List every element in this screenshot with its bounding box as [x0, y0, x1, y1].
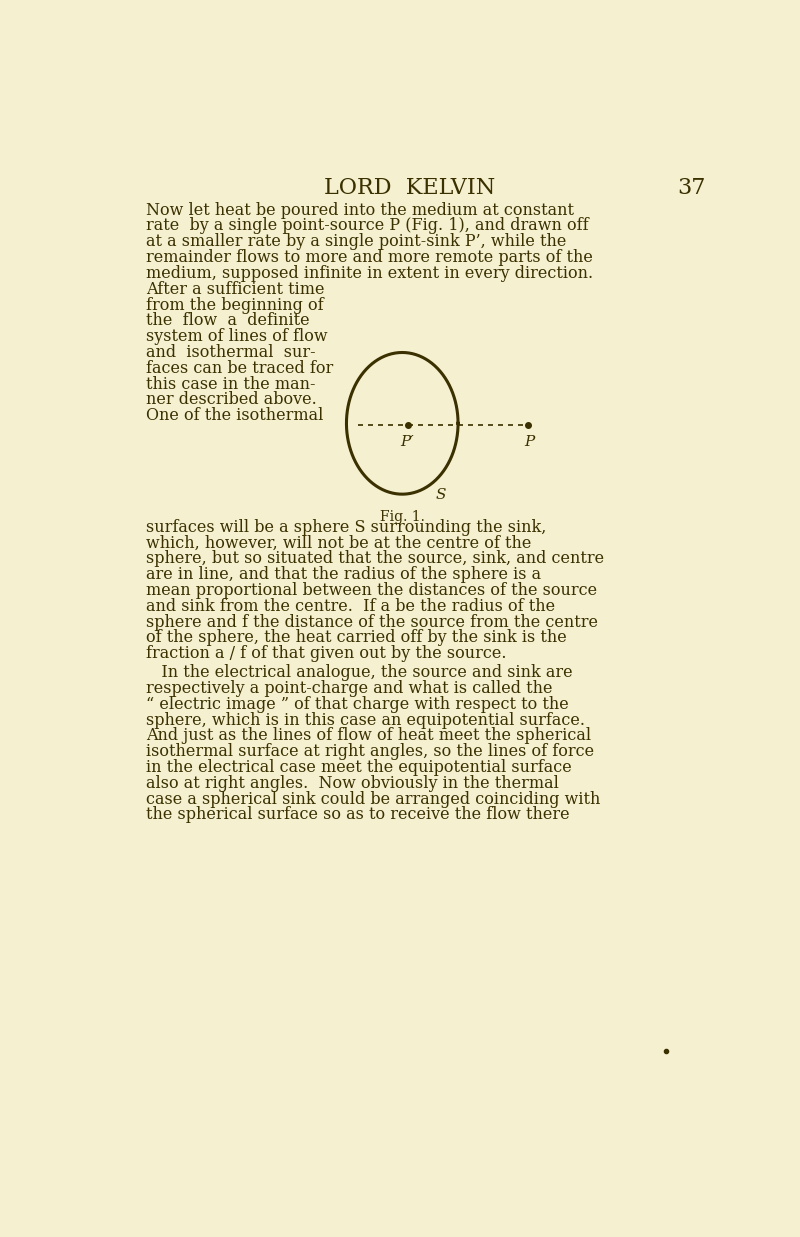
- Text: remainder flows to more and more remote parts of the: remainder flows to more and more remote …: [146, 249, 594, 266]
- Text: P′: P′: [400, 435, 414, 449]
- Text: Now let heat be poured into the medium at constant: Now let heat be poured into the medium a…: [146, 202, 574, 219]
- Text: sphere, but so situated that the source, sink, and centre: sphere, but so situated that the source,…: [146, 550, 605, 568]
- Text: of the sphere, the heat carried off by the sink is the: of the sphere, the heat carried off by t…: [146, 630, 567, 646]
- Text: are in line, and that the radius of the sphere is a: are in line, and that the radius of the …: [146, 567, 542, 583]
- Text: isothermal surface at right angles, so the lines of force: isothermal surface at right angles, so t…: [146, 743, 594, 761]
- Text: this case in the man-: this case in the man-: [146, 376, 316, 392]
- Text: And just as the lines of flow of heat meet the spherical: And just as the lines of flow of heat me…: [146, 727, 592, 745]
- Text: S: S: [436, 487, 446, 501]
- Text: Fig. 1.: Fig. 1.: [380, 510, 425, 523]
- Text: surfaces will be a sphere S surrounding the sink,: surfaces will be a sphere S surrounding …: [146, 518, 547, 536]
- Text: P: P: [524, 435, 534, 449]
- Text: sphere, which is in this case an equipotential surface.: sphere, which is in this case an equipot…: [146, 711, 586, 729]
- Text: also at right angles.  Now obviously in the thermal: also at right angles. Now obviously in t…: [146, 774, 559, 792]
- Text: and sink from the centre.  If a be the radius of the: and sink from the centre. If a be the ra…: [146, 597, 556, 615]
- Text: In the electrical analogue, the source and sink are: In the electrical analogue, the source a…: [146, 664, 573, 682]
- Text: sphere and f the distance of the source from the centre: sphere and f the distance of the source …: [146, 614, 598, 631]
- Text: respectively a point-charge and what is called the: respectively a point-charge and what is …: [146, 680, 553, 698]
- Text: After a sufficient time: After a sufficient time: [146, 281, 325, 298]
- Text: medium, supposed infinite in extent in every direction.: medium, supposed infinite in extent in e…: [146, 265, 594, 282]
- Text: fraction a / f of that given out by the source.: fraction a / f of that given out by the …: [146, 644, 507, 662]
- Text: One of the isothermal: One of the isothermal: [146, 407, 324, 424]
- Text: “ electric image ” of that charge with respect to the: “ electric image ” of that charge with r…: [146, 696, 570, 713]
- Text: and  isothermal  sur-: and isothermal sur-: [146, 344, 316, 361]
- Text: LORD  KELVIN: LORD KELVIN: [324, 177, 496, 199]
- Text: in the electrical case meet the equipotential surface: in the electrical case meet the equipote…: [146, 760, 572, 776]
- Text: rate  by a single point-source P (Fig. 1), and drawn off: rate by a single point-source P (Fig. 1)…: [146, 218, 589, 234]
- Text: which, however, will not be at the centre of the: which, however, will not be at the centr…: [146, 534, 532, 552]
- Text: from the beginning of: from the beginning of: [146, 297, 324, 314]
- Text: the  flow  a  definite: the flow a definite: [146, 313, 310, 329]
- Text: the spherical surface so as to receive the flow there: the spherical surface so as to receive t…: [146, 807, 570, 824]
- Text: faces can be traced for: faces can be traced for: [146, 360, 334, 377]
- Text: system of lines of flow: system of lines of flow: [146, 328, 328, 345]
- Text: mean proportional between the distances of the source: mean proportional between the distances …: [146, 581, 598, 599]
- Text: 37: 37: [678, 177, 706, 199]
- Text: ner described above.: ner described above.: [146, 391, 318, 408]
- Text: case a spherical sink could be arranged coinciding with: case a spherical sink could be arranged …: [146, 790, 601, 808]
- Text: at a smaller rate by a single point-sink P’, while the: at a smaller rate by a single point-sink…: [146, 233, 567, 250]
